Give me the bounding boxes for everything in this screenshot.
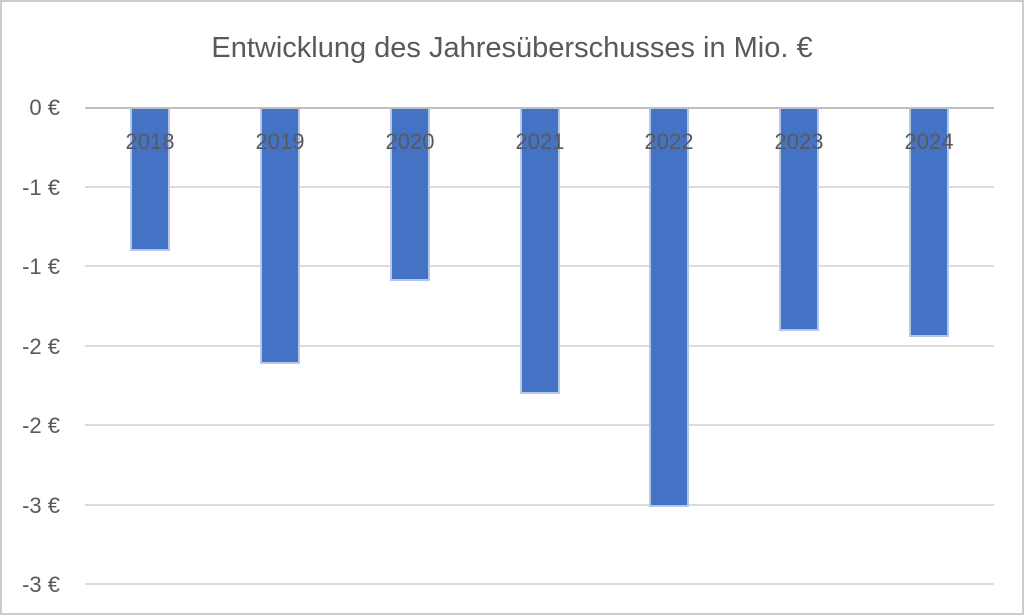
y-axis: 0 € -1 € -1 € -2 € -2 € -3 € -3 €	[2, 95, 60, 597]
bar-2021	[520, 109, 560, 394]
gridline	[85, 424, 994, 426]
y-axis-tick-label: -3 €	[22, 493, 60, 518]
y-axis-tick-label: -3 €	[22, 572, 60, 597]
category-label-2020: 2020	[385, 129, 435, 154]
category-label-2021: 2021	[515, 129, 565, 154]
bar-2023	[779, 109, 819, 331]
y-axis-tick-label: -2 €	[22, 334, 60, 359]
chart-title: Entwicklung des Jahresüberschusses in Mi…	[211, 32, 813, 64]
y-axis-tick-label: -1 €	[22, 175, 60, 200]
bar-2020	[390, 109, 430, 281]
y-axis-tick-label: 0 €	[29, 95, 60, 120]
category-label-2018: 2018	[125, 129, 175, 154]
category-label-2024: 2024	[904, 129, 954, 154]
gridline	[85, 504, 994, 506]
plot-area: 2018 2019 2020 2021 2022 2023 2024	[85, 107, 994, 585]
bar-2018	[130, 109, 170, 251]
y-axis-tick-label: -1 €	[22, 254, 60, 279]
zero-axis-line	[85, 107, 994, 109]
gridline	[85, 583, 994, 585]
y-axis-tick-label: -2 €	[22, 413, 60, 438]
category-label-2019: 2019	[255, 129, 305, 154]
bar-2022	[649, 109, 689, 507]
bar-2024	[909, 109, 949, 337]
category-label-2023: 2023	[774, 129, 824, 154]
category-label-2022: 2022	[644, 129, 694, 154]
bar-2019	[260, 109, 300, 364]
